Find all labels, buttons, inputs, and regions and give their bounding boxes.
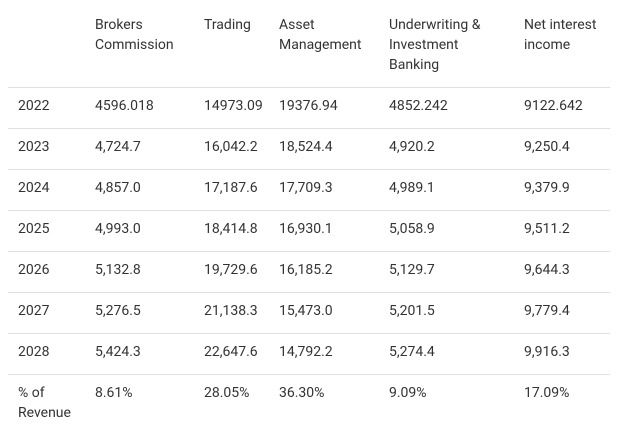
row-label: 2028 xyxy=(18,344,50,360)
column-header: Underwriting & Investment Banking xyxy=(389,17,481,73)
row-label: 2022 xyxy=(18,98,50,114)
table-cell: 5,201.5 xyxy=(389,303,435,319)
table-cell: 4,993.0 xyxy=(95,221,141,237)
row-label: 2024 xyxy=(18,180,50,196)
column-header: Trading xyxy=(204,17,251,33)
table-cell: 4596.018 xyxy=(95,98,154,114)
row-divider xyxy=(8,169,610,170)
table-cell: 9,916.3 xyxy=(524,344,570,360)
table-cell: 15,473.0 xyxy=(279,303,333,319)
table-cell: 5,276.5 xyxy=(95,303,141,319)
row-divider xyxy=(8,210,610,211)
table-cell: 8.61% xyxy=(95,385,133,401)
row-divider xyxy=(8,87,610,88)
row-divider xyxy=(8,251,610,252)
table-cell: 5,132.8 xyxy=(95,262,141,278)
table-cell: 14973.09 xyxy=(204,98,263,114)
table-cell: 36.30% xyxy=(279,385,325,401)
row-divider xyxy=(8,374,610,375)
table-cell: 9,379.9 xyxy=(524,180,570,196)
table-cell: 17.09% xyxy=(524,385,570,401)
table-cell: 5,424.3 xyxy=(95,344,141,360)
row-label: 2025 xyxy=(18,221,50,237)
table-cell: 5,129.7 xyxy=(389,262,435,278)
table-cell: 4852.242 xyxy=(389,98,448,114)
table-cell: 4,989.1 xyxy=(389,180,435,196)
column-header: Brokers Commission xyxy=(95,17,174,53)
table-cell: 22,647.6 xyxy=(204,344,258,360)
table-cell: 19,729.6 xyxy=(204,262,258,278)
table-cell: 4,920.2 xyxy=(389,139,435,155)
table-cell: 9,644.3 xyxy=(524,262,570,278)
row-label: 2026 xyxy=(18,262,50,278)
column-header: Net interest income xyxy=(524,17,597,53)
table-cell: 9,250.4 xyxy=(524,139,570,155)
table-cell: 4,724.7 xyxy=(95,139,141,155)
table-cell: 9,779.4 xyxy=(524,303,570,319)
row-label: % of Revenue xyxy=(18,385,71,421)
column-header: Asset Management xyxy=(279,17,362,53)
table-cell: 14,792.2 xyxy=(279,344,333,360)
table-cell: 17,187.6 xyxy=(204,180,258,196)
row-divider xyxy=(8,333,610,334)
table-cell: 19376.94 xyxy=(279,98,338,114)
table-cell: 28.05% xyxy=(204,385,250,401)
table-cell: 16,042.2 xyxy=(204,139,258,155)
row-divider xyxy=(8,128,610,129)
table-cell: 5,058.9 xyxy=(389,221,435,237)
table-cell: 9122.642 xyxy=(524,98,583,114)
table-cell: 4,857.0 xyxy=(95,180,141,196)
row-label: 2023 xyxy=(18,139,50,155)
table-cell: 16,185.2 xyxy=(279,262,333,278)
table-cell: 16,930.1 xyxy=(279,221,333,237)
table-cell: 18,414.8 xyxy=(204,221,258,237)
table-cell: 17,709.3 xyxy=(279,180,333,196)
row-label: 2027 xyxy=(18,303,50,319)
row-divider xyxy=(8,292,610,293)
table-cell: 5,274.4 xyxy=(389,344,435,360)
table-cell: 9.09% xyxy=(389,385,427,401)
table-cell: 18,524.4 xyxy=(279,139,333,155)
table-cell: 21,138.3 xyxy=(204,303,258,319)
table-cell: 9,511.2 xyxy=(524,221,570,237)
